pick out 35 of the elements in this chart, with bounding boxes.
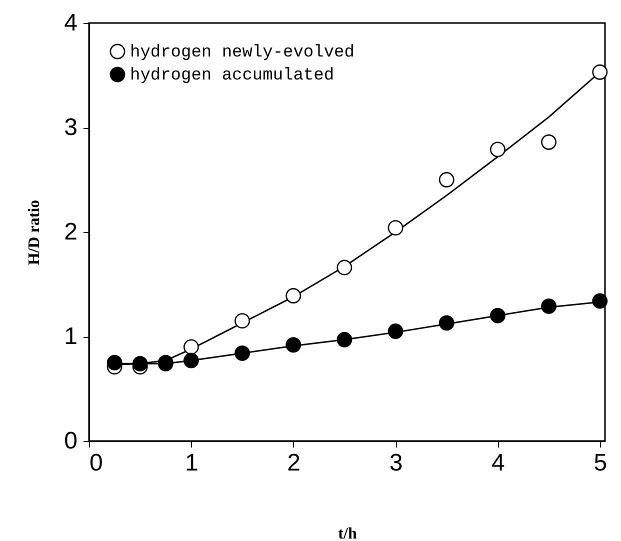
y-tick-label: 3 — [64, 114, 78, 141]
legend-label: hydrogen newly-evolved — [130, 44, 354, 62]
point — [592, 64, 608, 80]
point — [438, 315, 454, 331]
point — [592, 293, 608, 309]
point — [541, 134, 557, 150]
x-axis-title: t/h — [338, 526, 357, 541]
point — [234, 346, 250, 361]
point — [183, 352, 199, 368]
x-tick-label: 5 — [594, 450, 608, 476]
point — [286, 337, 302, 353]
point — [106, 354, 122, 370]
y-axis-title: H/D ratio — [26, 200, 44, 266]
point — [336, 260, 352, 276]
point — [234, 313, 250, 329]
point — [183, 339, 199, 355]
legend-label: hydrogen accumulated — [130, 66, 334, 86]
point — [388, 220, 404, 236]
point — [438, 172, 454, 188]
x-tick-label: 4 — [492, 450, 505, 476]
x-tick-label: 0 — [90, 450, 103, 476]
point — [490, 308, 506, 324]
point — [388, 324, 404, 339]
point — [336, 332, 352, 348]
point — [132, 356, 148, 372]
x-tick-label: 1 — [185, 450, 198, 476]
y-tick-label: 2 — [64, 218, 78, 246]
x-tick-label: 3 — [389, 450, 403, 476]
y-tick-label: 0 — [64, 428, 78, 454]
y-tick-label: 1 — [64, 323, 78, 350]
x-tick-label: 2 — [287, 450, 301, 476]
point — [490, 142, 506, 158]
y-tick-label: 4 — [64, 10, 78, 36]
point — [541, 298, 557, 314]
point — [286, 288, 302, 304]
